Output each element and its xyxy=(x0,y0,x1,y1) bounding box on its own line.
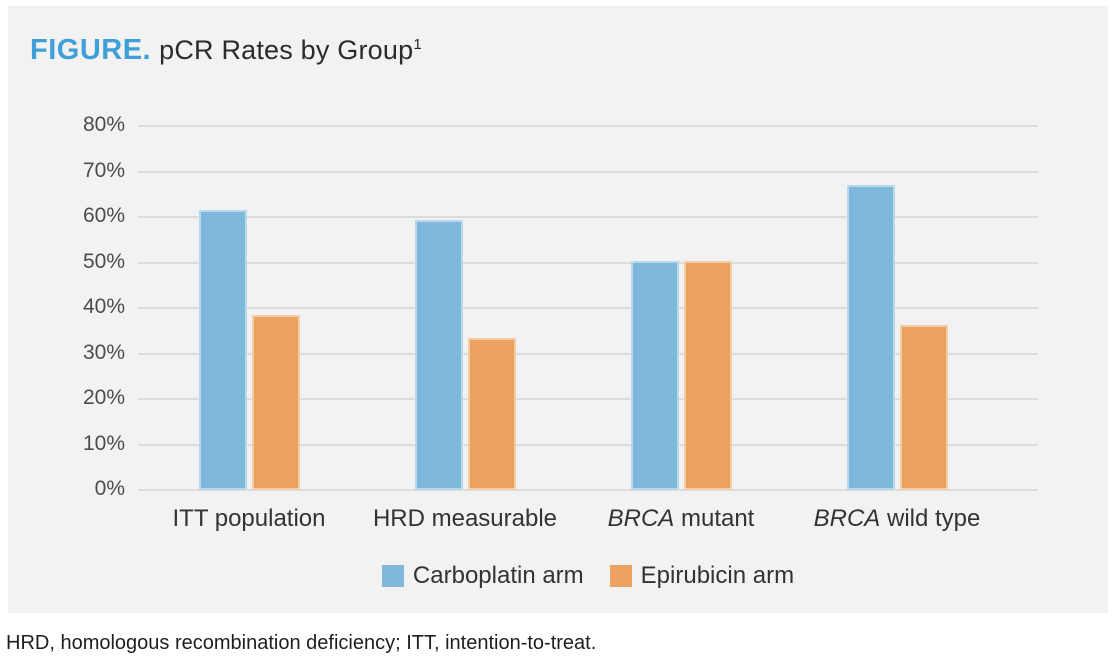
y-tick-label: 70% xyxy=(82,158,125,182)
y-tick-label: 20% xyxy=(82,386,125,409)
chart-legend: Carboplatin arm Epirubicin arm xyxy=(138,562,1038,590)
bar-epirubicin-arm xyxy=(683,261,732,490)
figure-footnote: HRD, homologous recombination deficiency… xyxy=(6,632,597,654)
y-gridline xyxy=(138,443,1038,446)
y-gridline xyxy=(138,261,1038,264)
legend-label: Epirubicin arm xyxy=(640,562,795,589)
y-gridline xyxy=(138,352,1038,355)
bar-chart: 80% 70% 60% 50% 40% 30% 20% 10% 0% ITT population… xyxy=(8,6,1108,613)
category-label: HRD measurable xyxy=(372,505,558,532)
bar-carboplatin-arm xyxy=(198,210,247,490)
y-tick-label: 60% xyxy=(82,204,125,227)
y-gridline xyxy=(138,216,1038,218)
figure-panel: FIGURE. pCR Rates by Group1 80% 70% 60% 50% 4… xyxy=(8,6,1108,613)
bar-carboplatin-arm xyxy=(414,220,463,490)
y-tick-label: 0% xyxy=(94,477,125,500)
legend-swatch xyxy=(381,565,404,587)
figure-kicker: FIGURE. xyxy=(30,34,152,66)
category-label: BRCA wild type xyxy=(813,505,981,532)
legend-swatch xyxy=(609,565,632,587)
figure-title: FIGURE. pCR Rates by Group1 xyxy=(30,34,422,67)
y-gridline xyxy=(138,307,1038,309)
y-tick-label: 50% xyxy=(82,249,125,273)
category-label: BRCA mutant xyxy=(607,505,755,532)
bar-carboplatin-arm xyxy=(846,185,895,490)
bar-epirubicin-arm xyxy=(467,338,516,490)
legend-item: Epirubicin arm xyxy=(609,562,795,590)
bar-epirubicin-arm xyxy=(899,324,948,490)
legend-item: Carboplatin arm xyxy=(381,562,584,590)
y-tick-label: 40% xyxy=(82,295,125,318)
y-gridline xyxy=(138,125,1038,127)
y-tick-label: 30% xyxy=(82,340,125,364)
y-tick-label: 10% xyxy=(82,431,125,455)
y-gridline xyxy=(138,398,1038,400)
bar-epirubicin-arm xyxy=(251,314,300,490)
y-gridline xyxy=(138,170,1038,173)
y-tick-label: 80% xyxy=(82,113,125,136)
category-label: ITT population xyxy=(172,505,326,532)
bar-carboplatin-arm xyxy=(630,261,679,490)
legend-label: Carboplatin arm xyxy=(412,562,584,589)
y-gridline xyxy=(138,489,1038,491)
footnote-marker-superscript: 1 xyxy=(413,36,422,53)
figure-title-text: pCR Rates by Group xyxy=(159,35,414,65)
